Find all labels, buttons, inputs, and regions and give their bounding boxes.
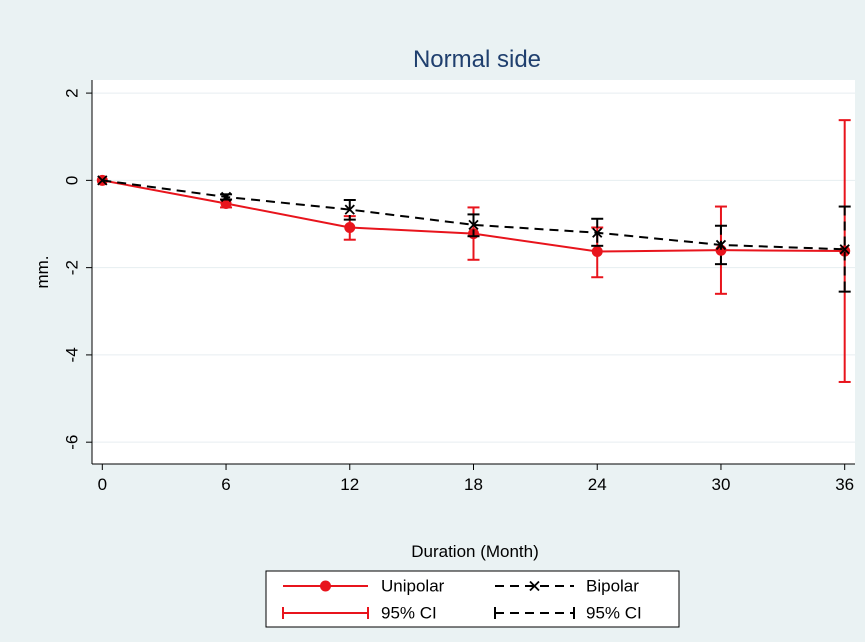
legend-label: 95% CI xyxy=(381,604,437,623)
data-point xyxy=(591,245,603,257)
x-tick-label: 12 xyxy=(340,475,359,494)
legend-entry: 95% CI xyxy=(494,604,642,623)
legend-entry: Unipolar xyxy=(283,577,445,596)
x-tick-label: 0 xyxy=(98,475,107,494)
x-tick-label: 18 xyxy=(464,475,483,494)
y-tick-label: 0 xyxy=(63,176,82,185)
legend-marker xyxy=(529,580,540,592)
data-point xyxy=(344,204,355,215)
data-point xyxy=(220,191,232,203)
x-tick-label: 30 xyxy=(711,475,730,494)
legend-label: 95% CI xyxy=(586,604,642,623)
y-tick-label: -6 xyxy=(63,435,82,450)
data-point xyxy=(839,244,850,255)
y-tick-label: -4 xyxy=(63,347,82,362)
plot-area xyxy=(92,80,855,464)
legend-marker xyxy=(320,580,331,592)
data-point xyxy=(715,239,727,251)
legend-label: Unipolar xyxy=(381,577,445,596)
legend-entry: 95% CI xyxy=(282,604,437,623)
series-bipolar xyxy=(97,175,851,293)
data-point xyxy=(592,227,603,238)
x-tick-label: 6 xyxy=(221,475,230,494)
grid xyxy=(92,92,855,443)
x-tick-label: 24 xyxy=(588,475,607,494)
y-tick-label: -2 xyxy=(63,260,82,275)
x-axis-title: Duration (Month) xyxy=(411,542,539,561)
legend-box xyxy=(265,570,680,628)
legend-entry: Bipolar xyxy=(495,577,639,596)
y-tick-label: 2 xyxy=(63,88,82,97)
y-axis-title: mm. xyxy=(33,255,52,288)
legend: Unipolar Bipolar 95% CI 95% CI xyxy=(265,570,680,628)
data-point xyxy=(97,175,108,186)
series xyxy=(96,119,851,383)
chart-title: Normal side xyxy=(413,46,541,73)
legend-label: Bipolar xyxy=(586,577,639,596)
x-tick-label: 36 xyxy=(835,475,854,494)
data-point xyxy=(468,219,479,231)
axes: 2 0 -2 -4 -6 0 6 12 18 24 30 36 xyxy=(63,80,855,494)
data-point xyxy=(344,221,356,233)
